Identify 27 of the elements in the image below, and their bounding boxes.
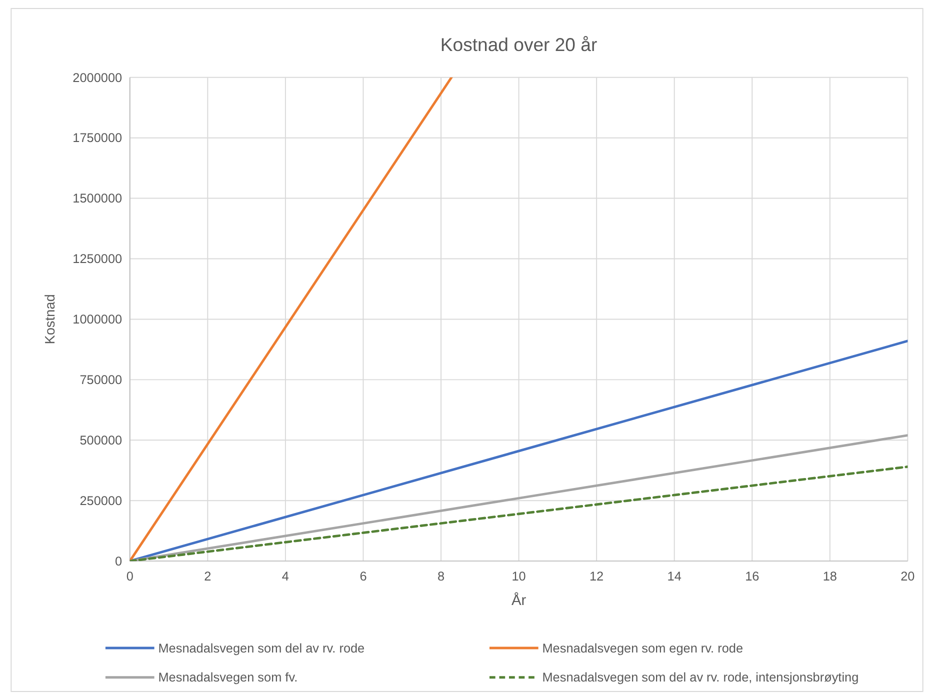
y-tick-label: 1000000 — [72, 312, 122, 327]
legend-label: Mesnadalsvegen som fv. — [158, 670, 298, 685]
legend-label: Mesnadalsvegen som del av rv. rode, intensjonsbrøyting — [542, 670, 859, 685]
x-tick-label: 0 — [126, 570, 134, 584]
y-axis-title: Kostnad — [42, 294, 58, 344]
x-tick-label: 20 — [900, 570, 915, 584]
x-tick-label: 8 — [437, 570, 445, 584]
x-tick-label: 6 — [360, 570, 367, 584]
x-axis-title: År — [511, 592, 526, 610]
y-tick-label: 250000 — [80, 494, 122, 508]
legend-label: Mesnadalsvegen som egen rv. rode — [542, 641, 744, 656]
y-tick-label: 1500000 — [72, 192, 122, 206]
y-tick-label: 1750000 — [72, 131, 122, 146]
y-tick-label: 750000 — [80, 373, 122, 388]
x-tick-label: 16 — [745, 570, 760, 584]
x-tick-label: 18 — [822, 570, 837, 584]
x-tick-label: 12 — [590, 570, 604, 584]
legend-label: Mesnadalsvegen som del av rv. rode — [158, 641, 365, 656]
x-tick-label: 2 — [204, 570, 212, 584]
x-tick-label: 14 — [667, 570, 682, 584]
y-tick-label: 2000000 — [72, 70, 122, 85]
x-tick-label: 10 — [512, 570, 526, 584]
x-tick-label: 4 — [282, 570, 289, 584]
y-tick-label: 1250000 — [72, 252, 122, 266]
chart-title: Kostnad over 20 år — [440, 34, 598, 55]
y-tick-label: 0 — [115, 554, 122, 568]
y-tick-label: 500000 — [80, 434, 122, 448]
